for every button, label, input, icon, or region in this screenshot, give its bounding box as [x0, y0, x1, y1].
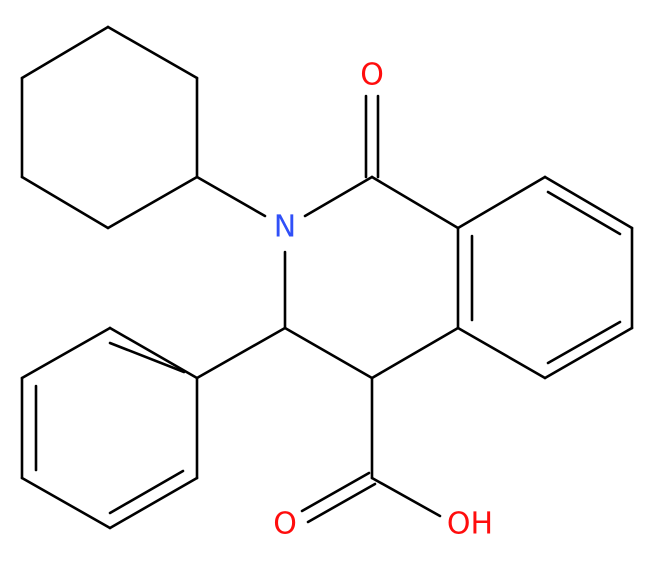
- bond: [283, 326, 374, 380]
- bond: [543, 175, 634, 230]
- bond: [108, 469, 185, 515]
- atom-label: O: [360, 58, 384, 93]
- bond: [370, 476, 442, 518]
- bond: [456, 326, 547, 380]
- bond: [370, 326, 460, 380]
- atom-label: N: [274, 210, 296, 245]
- bonds: [20, 25, 634, 530]
- bond: [306, 482, 377, 524]
- bond: [300, 471, 371, 513]
- atom-label: O: [273, 507, 297, 542]
- bond: [546, 190, 622, 236]
- atom-label: OH: [447, 507, 493, 542]
- bond: [108, 476, 199, 530]
- bond: [20, 175, 110, 230]
- bond: [370, 175, 460, 230]
- bond: [108, 341, 186, 374]
- bond: [303, 175, 374, 218]
- bond: [195, 175, 267, 218]
- bond: [20, 326, 112, 380]
- bond: [195, 326, 287, 380]
- bond: [543, 326, 634, 380]
- bond: [546, 320, 622, 365]
- bond: [456, 175, 547, 230]
- bond: [106, 175, 199, 230]
- bond: [108, 326, 199, 380]
- bond: [106, 25, 199, 80]
- bond: [20, 476, 112, 530]
- bond: [20, 25, 110, 80]
